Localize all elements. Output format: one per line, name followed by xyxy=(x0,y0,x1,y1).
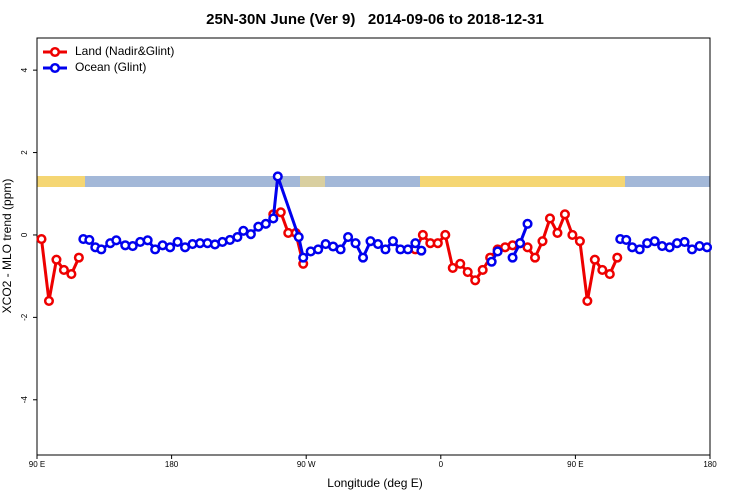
point xyxy=(679,236,690,248)
point xyxy=(470,275,481,286)
point xyxy=(574,236,585,247)
point xyxy=(73,252,84,263)
x-tick-label: 90 W xyxy=(297,460,316,469)
point xyxy=(612,252,623,263)
point xyxy=(66,269,77,280)
point xyxy=(232,231,243,243)
point xyxy=(529,252,541,263)
legend-label: Ocean (Glint) xyxy=(75,60,146,74)
point xyxy=(410,238,421,249)
point xyxy=(275,207,286,218)
point xyxy=(477,264,488,276)
x-axis-label: Longitude (deg E) xyxy=(327,476,422,490)
x-tick-label: 90 E xyxy=(29,460,45,469)
point xyxy=(313,244,324,255)
point xyxy=(372,238,384,250)
point xyxy=(701,242,713,253)
point xyxy=(150,244,161,255)
y-tick-label: 2 xyxy=(20,150,29,155)
point xyxy=(36,234,47,245)
point xyxy=(432,238,443,249)
point xyxy=(268,213,279,224)
series-line xyxy=(83,175,708,263)
point xyxy=(522,242,533,253)
point xyxy=(515,238,526,249)
point xyxy=(127,241,138,252)
point xyxy=(486,256,497,267)
point xyxy=(51,254,62,265)
legend-marker xyxy=(49,62,61,74)
point xyxy=(507,252,518,263)
point xyxy=(621,234,632,245)
point xyxy=(492,246,503,257)
legend-marker xyxy=(49,46,61,58)
x-tick-label: 180 xyxy=(165,460,179,469)
y-tick-label: -4 xyxy=(20,396,29,404)
point xyxy=(96,244,107,255)
point xyxy=(604,269,615,280)
point xyxy=(552,227,563,238)
point xyxy=(634,244,645,255)
point xyxy=(387,236,398,247)
point xyxy=(544,213,556,224)
point xyxy=(272,171,283,182)
point xyxy=(84,234,95,245)
y-tick-label: -2 xyxy=(20,313,29,321)
point xyxy=(417,229,428,241)
point xyxy=(416,245,427,256)
point xyxy=(172,236,183,248)
point xyxy=(440,229,451,241)
point xyxy=(402,244,413,255)
point xyxy=(111,235,122,246)
point xyxy=(582,295,593,306)
point xyxy=(293,231,304,243)
point xyxy=(380,244,391,255)
y-tick-label: 4 xyxy=(20,67,29,72)
point xyxy=(43,295,55,306)
land-mask-band xyxy=(37,176,710,187)
point xyxy=(567,229,578,241)
point xyxy=(245,229,256,240)
point xyxy=(462,266,473,278)
x-tick-label: 90 E xyxy=(567,460,583,469)
point xyxy=(357,252,369,263)
x-tick-label: 0 xyxy=(439,460,444,469)
point xyxy=(589,254,600,265)
point xyxy=(447,262,458,273)
point xyxy=(649,236,660,247)
y-axis-label: XCO2 - MLO trend (ppm) xyxy=(0,179,14,314)
point xyxy=(597,264,608,276)
point xyxy=(298,252,309,263)
chart-title: 25N-30N June (Ver 9) 2014-09-06 to 2018-… xyxy=(206,11,544,28)
point xyxy=(537,236,548,247)
point xyxy=(522,218,533,229)
point xyxy=(260,218,271,229)
point xyxy=(343,231,354,243)
point xyxy=(350,238,361,249)
point xyxy=(335,244,346,255)
legend-label: Land (Nadir&Glint) xyxy=(75,44,174,58)
point xyxy=(58,264,69,276)
point xyxy=(165,242,176,253)
x-tick-label: 180 xyxy=(703,460,717,469)
point xyxy=(455,258,466,269)
point xyxy=(142,235,153,246)
point xyxy=(559,209,570,220)
y-tick-label: 0 xyxy=(20,232,29,237)
plot-frame xyxy=(36,37,711,456)
point xyxy=(664,242,675,253)
